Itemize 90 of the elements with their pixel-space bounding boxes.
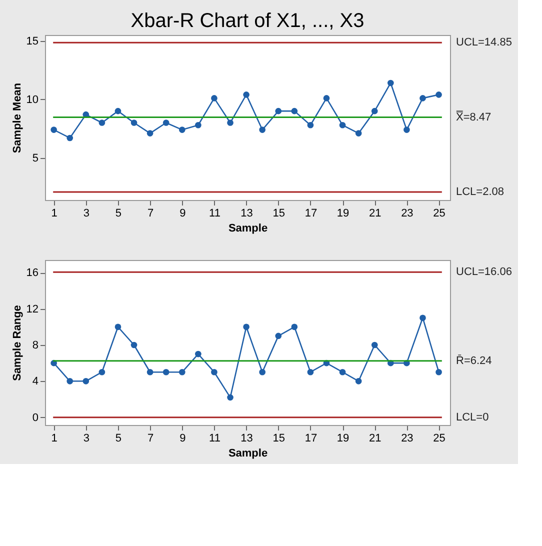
x-tick-label: 17 (304, 208, 318, 220)
point (339, 368, 346, 376)
point (211, 95, 218, 102)
point (307, 122, 314, 128)
point (130, 342, 138, 348)
x-tick-label: 1 (51, 432, 58, 444)
x-tick-label: 23 (401, 208, 414, 220)
point (146, 130, 154, 136)
x-tick-label: 13 (240, 432, 253, 444)
point (146, 368, 154, 376)
point (436, 368, 442, 376)
x-tick-label: 11 (209, 432, 220, 444)
point (355, 378, 362, 384)
y-axis-title: Sample Mean (11, 82, 24, 154)
y-tick-label: 8 (32, 339, 38, 352)
point (355, 130, 362, 136)
point (259, 126, 266, 133)
point (420, 95, 426, 102)
x-tick-label: 7 (147, 432, 154, 444)
point (387, 80, 394, 86)
point (371, 342, 378, 348)
point (291, 324, 298, 330)
x-tick-label: 21 (368, 208, 382, 220)
ref-line-label: LCL=0 (456, 411, 489, 424)
point (162, 120, 170, 126)
point (195, 122, 202, 128)
point (130, 120, 138, 126)
x-tick-label: 21 (368, 432, 382, 444)
point (227, 394, 234, 401)
y-axis-title: Sample Range (11, 305, 24, 381)
ref-line-label: X̿=8.47 (456, 110, 492, 124)
x-axis-title: Sample (228, 222, 268, 234)
x-tick-label: 15 (272, 432, 285, 444)
x-tick-label: 25 (433, 432, 446, 444)
point (339, 122, 346, 128)
x-tick-label: 19 (336, 432, 350, 444)
point (195, 350, 202, 358)
point (98, 368, 106, 376)
point (275, 108, 282, 114)
x-tick-label: 13 (240, 208, 253, 220)
x-tick-label: 15 (272, 208, 285, 220)
x-tick-label: 23 (401, 432, 414, 444)
y-tick-label: 0 (32, 412, 38, 424)
point (243, 324, 250, 330)
point (162, 368, 170, 376)
y-tick-label: 16 (26, 267, 38, 280)
y-tick-label: 12 (26, 303, 38, 316)
point (178, 126, 186, 133)
point (50, 126, 57, 133)
x-axis-title: Sample (228, 448, 268, 460)
point (114, 324, 122, 330)
x-tick-label: 9 (180, 208, 186, 220)
point (259, 368, 266, 376)
x-tick-label: 25 (433, 208, 446, 220)
ref-line-label: LCL=2.08 (456, 186, 504, 198)
ref-line-label: UCL=16.06 (456, 266, 512, 278)
ref-line-label: UCL=14.85 (456, 36, 512, 49)
point (307, 368, 314, 376)
point (211, 368, 218, 376)
y-tick-label: 5 (32, 152, 38, 164)
point (243, 92, 250, 98)
point (291, 108, 298, 114)
x-tick-label: 17 (304, 432, 318, 444)
point (227, 120, 234, 126)
x-tick-label: 5 (115, 432, 122, 444)
x-tick-label: 11 (209, 208, 220, 220)
point (66, 378, 74, 384)
point (114, 108, 122, 114)
y-tick-label: 4 (32, 376, 38, 388)
y-tick-label: 15 (26, 35, 38, 48)
point (436, 92, 442, 98)
x-tick-label: 3 (83, 432, 90, 444)
point (82, 378, 90, 384)
point (178, 368, 186, 376)
chart-title: Xbar-R Chart of X1, ..., X3 (130, 10, 364, 32)
x-tick-label: 3 (83, 208, 90, 220)
x-tick-label: 1 (51, 208, 58, 220)
point (323, 95, 330, 102)
point (66, 134, 74, 142)
ref-line-label: R̄=6.24 (456, 354, 492, 367)
x-tick-label: 5 (115, 208, 122, 220)
y-tick-label: 10 (26, 94, 38, 106)
point (404, 126, 410, 133)
point (371, 108, 378, 114)
point (275, 332, 282, 340)
x-tick-label: 9 (180, 432, 186, 444)
point (420, 314, 426, 322)
x-tick-label: 19 (336, 208, 350, 220)
point (98, 120, 106, 126)
x-tick-label: 7 (147, 208, 154, 220)
